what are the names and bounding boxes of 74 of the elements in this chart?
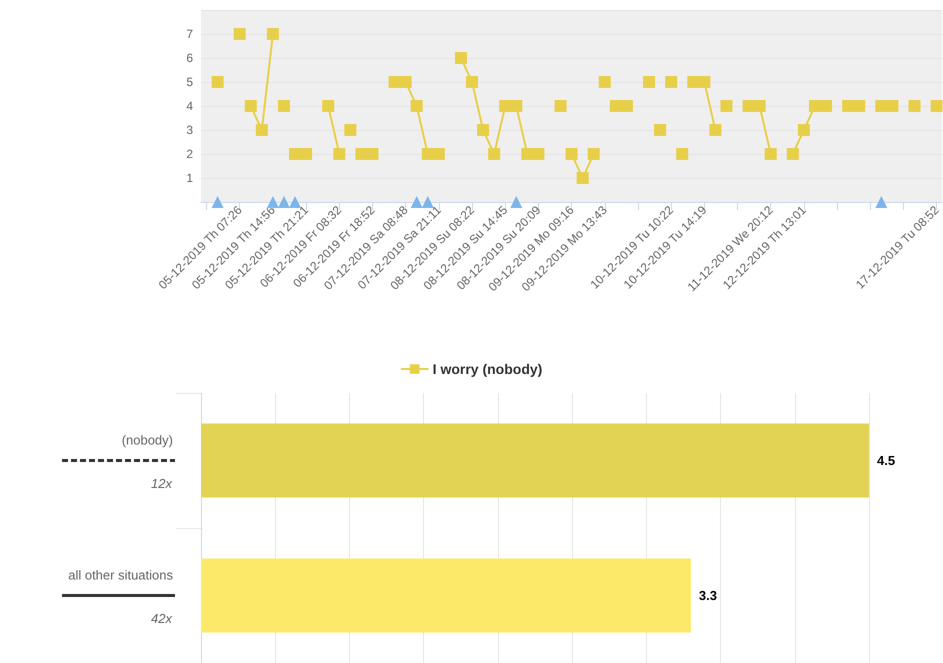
point xyxy=(676,148,688,160)
y-tick-label: 3 xyxy=(186,123,194,137)
point xyxy=(842,100,854,112)
point xyxy=(510,100,522,112)
point xyxy=(521,148,534,160)
point xyxy=(266,196,279,208)
point xyxy=(488,148,500,160)
point xyxy=(620,100,633,112)
point xyxy=(212,196,224,208)
point xyxy=(400,76,412,88)
legend-label: I worry (nobody) xyxy=(432,361,542,377)
y-tick-label: 4 xyxy=(186,99,194,113)
point xyxy=(886,100,898,112)
point xyxy=(477,124,490,136)
y-tick-label: 5 xyxy=(186,75,194,89)
point xyxy=(930,100,943,112)
point xyxy=(643,76,656,88)
point xyxy=(454,52,467,64)
point xyxy=(610,100,622,112)
text: 42x xyxy=(151,611,172,626)
point xyxy=(709,124,722,136)
point xyxy=(499,100,512,112)
point xyxy=(410,100,423,112)
y-tick-label: 6 xyxy=(186,51,194,65)
y-tick-label: all other situations xyxy=(68,568,174,582)
point xyxy=(278,196,290,208)
point xyxy=(510,196,522,208)
point xyxy=(278,100,290,112)
data-label: 3.3 xyxy=(698,588,717,603)
point xyxy=(820,100,832,112)
point xyxy=(410,196,423,208)
point xyxy=(256,124,268,136)
point xyxy=(654,124,666,136)
point xyxy=(588,148,600,160)
point xyxy=(598,76,611,88)
point xyxy=(422,148,434,160)
point xyxy=(212,76,224,88)
point xyxy=(742,100,755,112)
point xyxy=(853,100,866,112)
point xyxy=(665,76,678,88)
point xyxy=(466,76,478,88)
y-tick-label: 7 xyxy=(186,27,194,41)
point xyxy=(266,28,279,40)
point xyxy=(388,76,401,88)
point xyxy=(764,148,777,160)
y-tick-label: 1 xyxy=(186,171,194,185)
point xyxy=(300,148,312,160)
point xyxy=(798,124,810,136)
point xyxy=(289,148,302,160)
point xyxy=(875,196,888,208)
point xyxy=(786,148,799,160)
point xyxy=(687,76,700,88)
point xyxy=(908,100,921,112)
point xyxy=(532,148,544,160)
point xyxy=(576,172,589,184)
point xyxy=(244,100,257,112)
point xyxy=(355,148,368,160)
point xyxy=(234,28,246,40)
point xyxy=(366,148,378,160)
point xyxy=(344,124,356,136)
point xyxy=(754,100,766,112)
point xyxy=(875,100,888,112)
point xyxy=(566,148,578,160)
text: 12x xyxy=(151,476,172,491)
point xyxy=(808,100,821,112)
point xyxy=(322,100,334,112)
point xyxy=(554,100,567,112)
point xyxy=(720,100,732,112)
point xyxy=(432,148,445,160)
point xyxy=(333,148,346,160)
point xyxy=(698,76,710,88)
y-tick-label: (nobody) xyxy=(122,432,173,448)
data-label: 4.5 xyxy=(877,453,896,468)
y-tick-label: 2 xyxy=(186,147,194,161)
